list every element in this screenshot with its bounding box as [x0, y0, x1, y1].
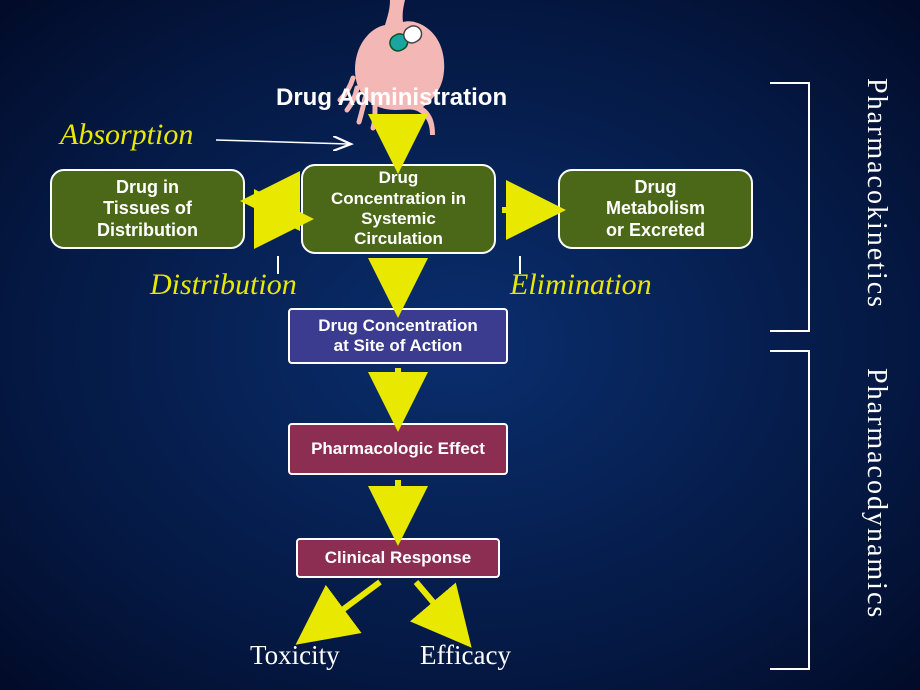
node-tissues: Drug in Tissues of Distribution	[50, 169, 245, 249]
node-clinical-text: Clinical Response	[325, 548, 471, 568]
node-site: Drug Concentration at Site of Action	[288, 308, 508, 364]
node-metabolism-text: Drug Metabolism or Excreted	[606, 177, 705, 242]
efficacy-label: Efficacy	[420, 640, 511, 671]
node-site-text: Drug Concentration at Site of Action	[318, 316, 478, 357]
pd-bracket	[770, 350, 810, 670]
node-systemic-text: Drug Concentration in Systemic Circulati…	[331, 168, 466, 250]
pk-label: Pharmacokinetics	[860, 78, 892, 309]
node-metabolism: Drug Metabolism or Excreted	[558, 169, 753, 249]
toxicity-label: Toxicity	[250, 640, 340, 671]
pk-bracket	[770, 82, 810, 332]
node-pharmacologic: Pharmacologic Effect	[288, 423, 508, 475]
title-label: Drug Administration	[276, 84, 507, 112]
absorption-label: Absorption	[60, 118, 193, 152]
stomach-icon	[335, 0, 475, 140]
distribution-label: Distribution	[150, 268, 297, 302]
pd-label: Pharmacodynamics	[860, 368, 892, 619]
node-systemic: Drug Concentration in Systemic Circulati…	[301, 164, 496, 254]
node-clinical: Clinical Response	[296, 538, 500, 578]
node-tissues-text: Drug in Tissues of Distribution	[97, 177, 198, 242]
node-pharmacologic-text: Pharmacologic Effect	[311, 439, 485, 459]
elimination-label: Elimination	[510, 268, 652, 302]
